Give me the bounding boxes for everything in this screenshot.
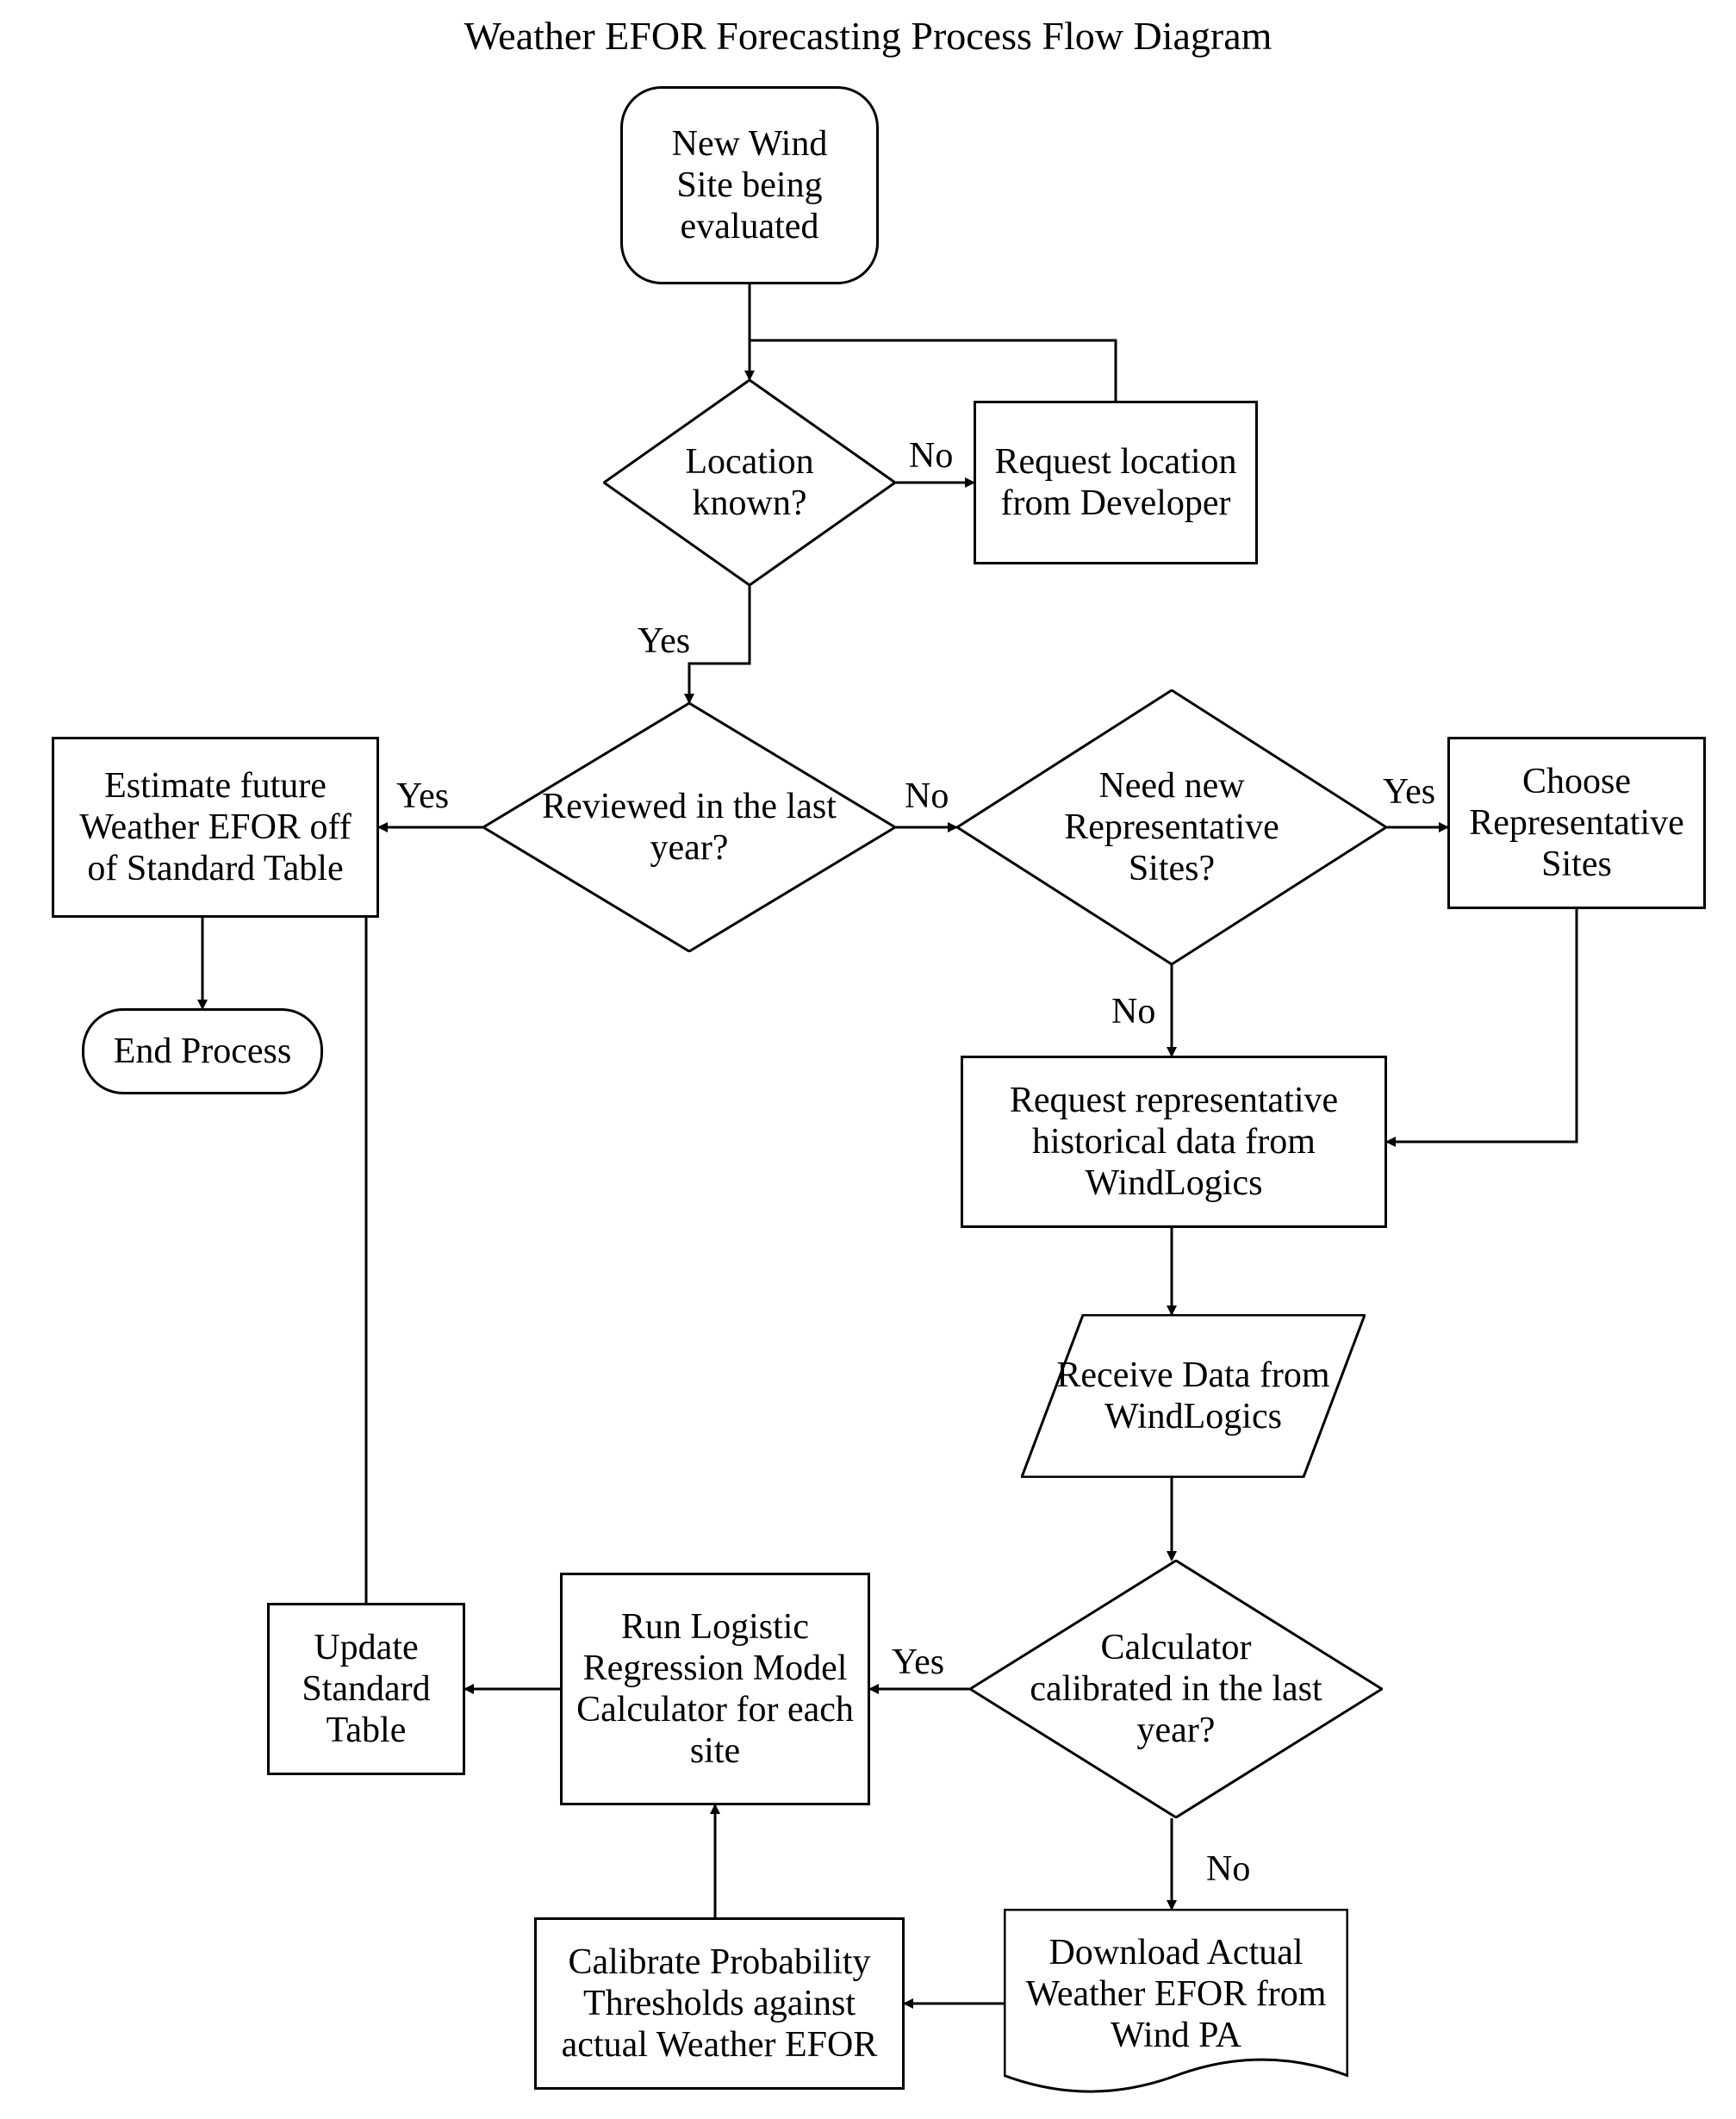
edge-label: No [905, 776, 949, 817]
node-p_calibrate: Calibrate Probability Thresholds against… [534, 1917, 905, 2090]
node-p_choose_sites: Choose Representative Sites [1447, 737, 1706, 909]
node-label: New Wind Site being evaluated [647, 123, 852, 247]
node-label: Request location from Developer [990, 441, 1241, 524]
node-d_reviewed: Reviewed in the last year? [482, 702, 896, 952]
node-d_need_sites: Need new Representative Sites? [956, 689, 1387, 965]
node-p_receive_data: Receive Data from WindLogics [1021, 1314, 1366, 1478]
edge-label: Yes [396, 776, 449, 817]
node-label: Run Logistic Regression Model Calculator… [576, 1606, 854, 1772]
edge-label: No [1206, 1848, 1250, 1890]
edge [366, 827, 482, 1603]
node-label: Location known? [644, 441, 856, 524]
node-start: New Wind Site being evaluated [620, 86, 879, 284]
node-d_location: Location known? [603, 379, 896, 586]
edge-label: No [1111, 991, 1155, 1032]
flowchart-canvas: Weather EFOR Forecasting Process Flow Di… [0, 0, 1736, 2119]
node-end: End Process [82, 1008, 323, 1094]
node-p_request_hist: Request representative historical data f… [961, 1056, 1387, 1228]
node-label: Request representative historical data f… [977, 1080, 1371, 1204]
node-p_update_table: Update Standard Table [267, 1603, 465, 1775]
edge-label: Yes [1383, 771, 1435, 813]
edge-label: No [909, 435, 953, 477]
node-label: Download Actual Weather EFOR from Wind P… [1004, 1932, 1348, 2056]
edge [1387, 909, 1577, 1142]
node-p_download: Download Actual Weather EFOR from Wind P… [1004, 1909, 1348, 2098]
node-d_calibrated: Calculator calibrated in the last year? [969, 1560, 1383, 1818]
node-p_run_model: Run Logistic Regression Model Calculator… [560, 1573, 870, 1805]
node-p_estimate: Estimate future Weather EFOR off of Stan… [52, 737, 379, 918]
node-label: Update Standard Table [283, 1627, 449, 1751]
node-label: Calculator calibrated in the last year? [1027, 1627, 1325, 1751]
node-p_request_loc: Request location from Developer [974, 401, 1258, 564]
node-label: Estimate future Weather EFOR off of Stan… [68, 765, 363, 889]
node-label: End Process [114, 1031, 291, 1072]
node-label: Choose Representative Sites [1464, 761, 1689, 885]
node-label: Calibrate Probability Thresholds against… [551, 1941, 888, 2066]
edge-label: Yes [892, 1642, 944, 1683]
edge-label: Yes [638, 620, 690, 662]
node-label: Need new Representative Sites? [1017, 765, 1327, 889]
node-label: Receive Data from WindLogics [1021, 1355, 1366, 1437]
edge [689, 586, 750, 702]
node-label: Reviewed in the last year? [540, 786, 838, 869]
